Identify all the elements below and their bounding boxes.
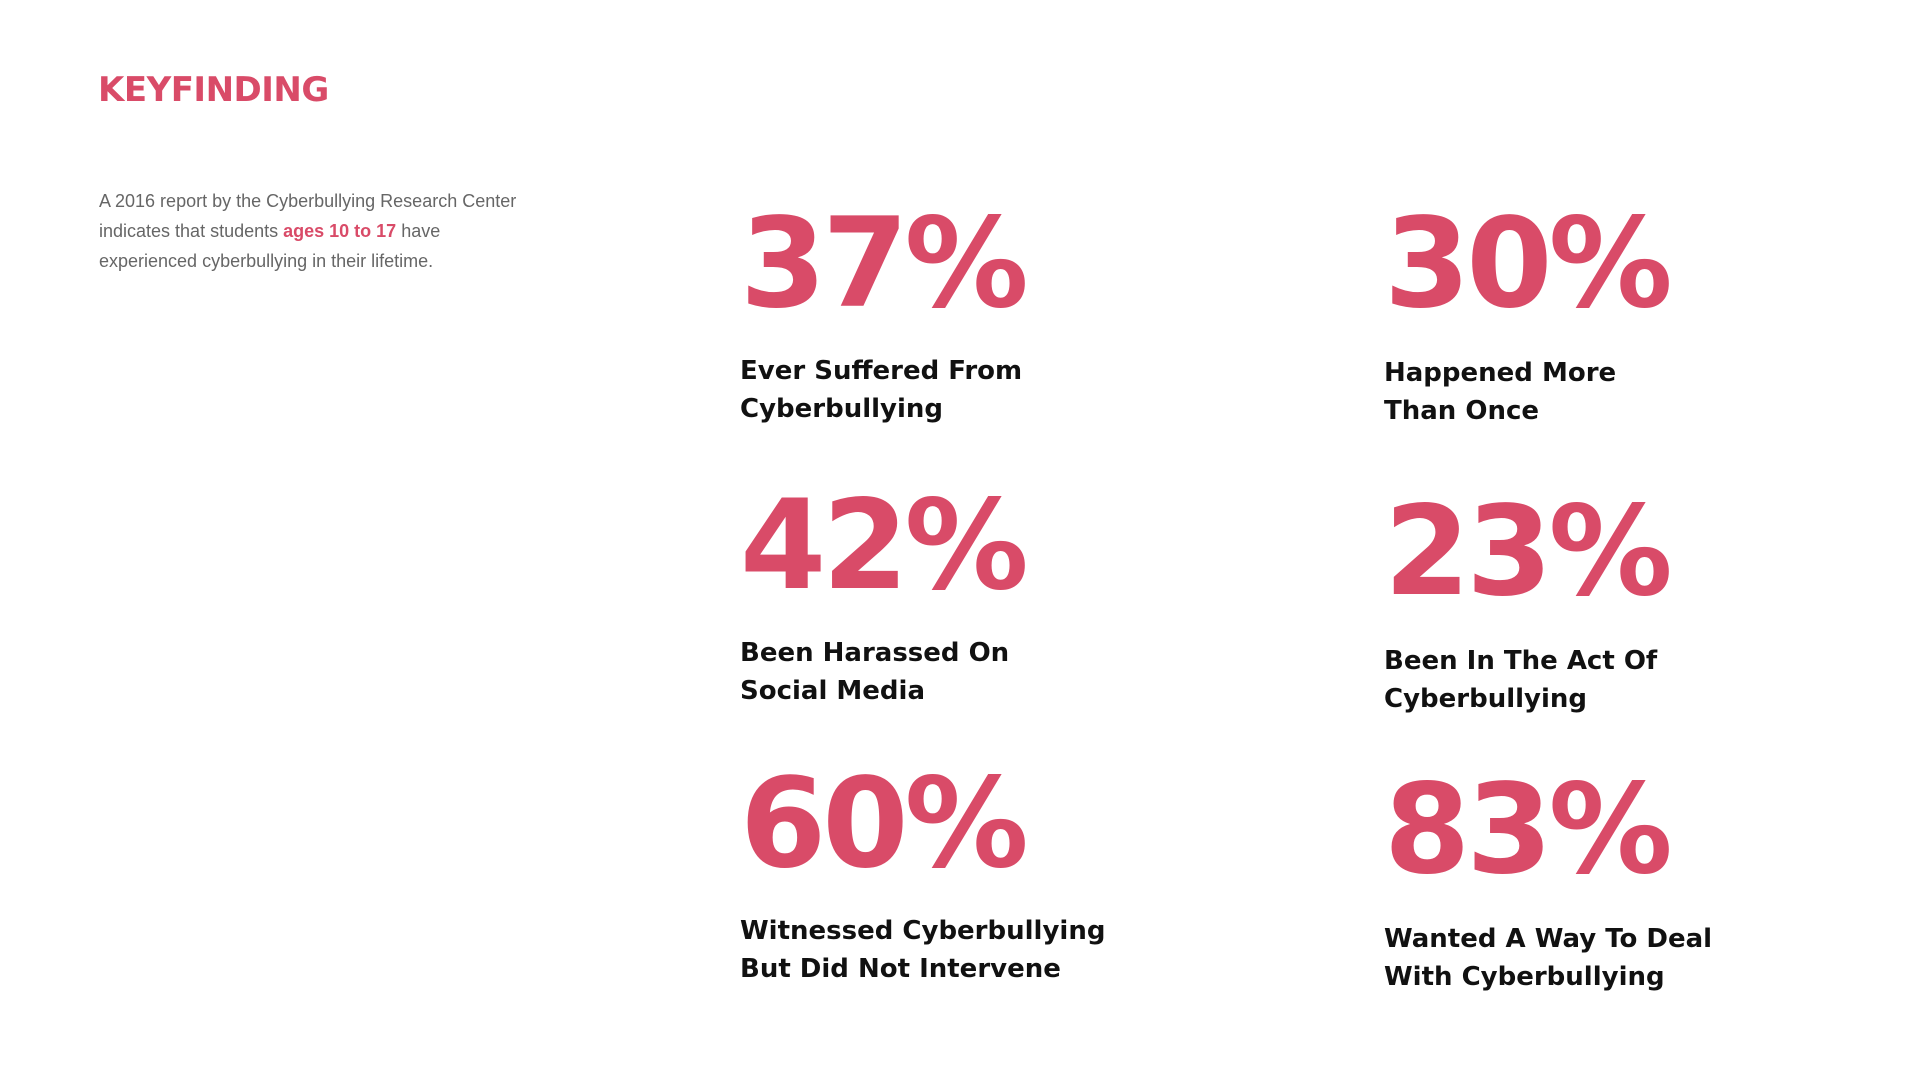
stat-label-line: Cyberbullying — [740, 394, 944, 424]
stat-label: Witnessed Cyberbullying But Did Not Inte… — [740, 912, 1120, 988]
stat-label-line: Social Media — [740, 676, 925, 706]
stat-witnessed-not-intervene: 60% Witnessed Cyberbullying But Did Not … — [740, 762, 1120, 988]
stat-label-line: Been In The Act Of — [1384, 646, 1658, 676]
stat-label-line: But Did Not Intervene — [740, 954, 1061, 984]
stat-value: 23% — [1384, 480, 1673, 624]
stat-label-line: Wanted A Way To Deal — [1384, 924, 1713, 954]
stat-value: 83% — [1384, 758, 1673, 902]
stat-label-line: Cyberbullying — [1384, 684, 1588, 714]
stat-label: Been Harassed On Social Media — [740, 634, 1120, 710]
stat-label: Been In The Act Of Cyberbullying — [1384, 642, 1764, 718]
stat-value: 42% — [740, 474, 1029, 618]
stat-label-line: With Cyberbullying — [1384, 962, 1665, 992]
stat-harassed-social-media: 42% Been Harassed On Social Media — [740, 484, 1120, 710]
stat-ever-suffered: 37% Ever Suffered From Cyberbullying — [740, 202, 1120, 428]
stat-value: 60% — [740, 752, 1029, 896]
page-title: KEYFINDING — [98, 70, 329, 110]
stat-wanted-way-to-deal: 83% Wanted A Way To Deal With Cyberbully… — [1384, 768, 1764, 996]
stat-label-line: Witnessed Cyberbullying — [740, 916, 1106, 946]
intro-text-after: have experienced cyberbullying in their … — [99, 221, 441, 271]
stat-value: 30% — [1384, 192, 1673, 336]
stat-value: 37% — [740, 192, 1029, 336]
stat-act-of-cyberbullying: 23% Been In The Act Of Cyberbullying — [1384, 490, 1764, 718]
stat-happened-more-than-once: 30% Happened More Than Once — [1384, 202, 1764, 430]
stat-label-line: Than Once — [1384, 396, 1540, 426]
stat-label: Ever Suffered From Cyberbullying — [740, 352, 1120, 428]
stat-label: Wanted A Way To Deal With Cyberbullying — [1384, 920, 1764, 996]
intro-highlight: ages 10 to 17 — [283, 221, 397, 241]
stat-label-line: Been Harassed On — [740, 638, 1010, 668]
stat-label-line: Ever Suffered From — [740, 356, 1023, 386]
intro-paragraph: A 2016 report by the Cyberbullying Resea… — [99, 186, 519, 276]
stat-label: Happened More Than Once — [1384, 354, 1764, 430]
stat-label-line: Happened More — [1384, 358, 1617, 388]
intro-text-before: A 2016 report by the Cyberbullying Resea… — [99, 191, 517, 241]
